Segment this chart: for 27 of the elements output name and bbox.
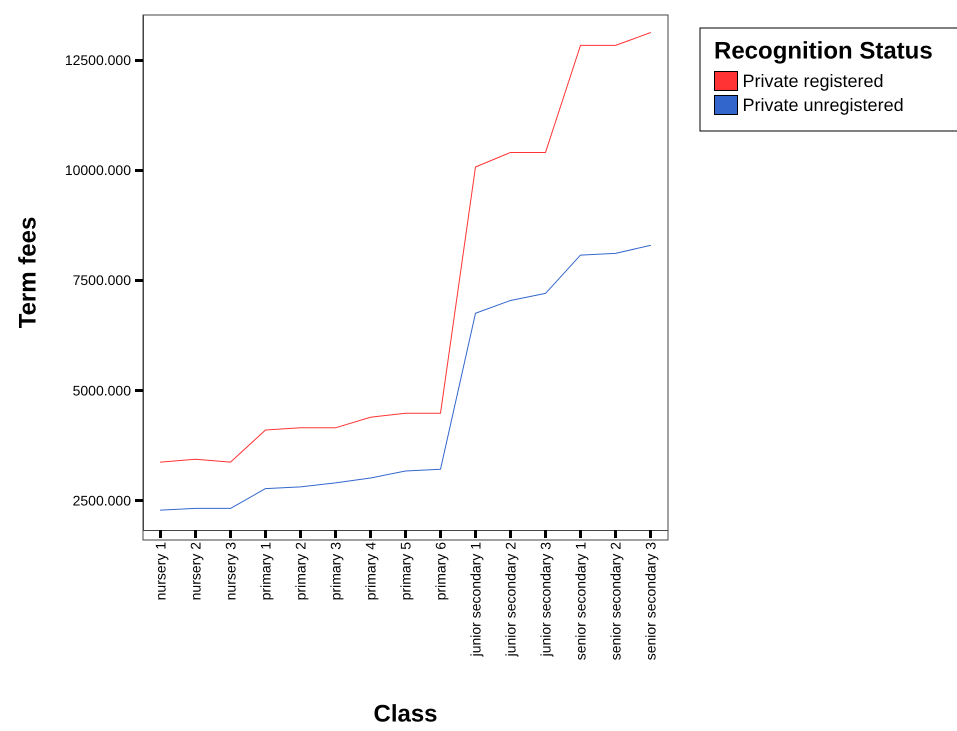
x-tick-label: primary 4 [362, 542, 378, 600]
line-series [160, 244, 651, 511]
x-tick-label: nursery 3 [222, 542, 238, 600]
x-tick-label: primary 1 [258, 542, 274, 600]
legend-label: Private registered [742, 71, 884, 91]
line-series [160, 32, 651, 463]
x-tick-label: primary 2 [292, 542, 308, 600]
x-tick-label: junior secondary 1 [468, 542, 484, 658]
legend-title: Recognition Status [714, 38, 933, 64]
x-tick-label: nursery 2 [188, 542, 204, 600]
y-tick-label: 10000.000 [64, 162, 132, 178]
x-tick-label: senior secondary 1 [572, 542, 588, 660]
x-tick-label: primary 5 [398, 542, 414, 600]
x-tick-label: nursery 1 [152, 542, 168, 600]
x-tick-label: primary 6 [432, 542, 448, 600]
y-tick-label: 7500.000 [72, 272, 132, 288]
y-tick-label: 12500.000 [64, 52, 132, 68]
y-tick-label: 2500.000 [72, 492, 132, 508]
x-tick-label: primary 3 [328, 542, 344, 600]
x-tick-label: senior secondary 2 [608, 542, 624, 660]
x-tick-label: senior secondary 3 [642, 542, 658, 660]
x-tick-label: junior secondary 3 [538, 542, 554, 658]
legend-label: Private unregistered [742, 95, 904, 115]
y-axis-title: Term fees [14, 216, 42, 328]
x-tick-label: junior secondary 2 [502, 542, 518, 658]
y-tick-label: 5000.000 [72, 382, 132, 398]
x-axis-title: Class [373, 700, 438, 728]
